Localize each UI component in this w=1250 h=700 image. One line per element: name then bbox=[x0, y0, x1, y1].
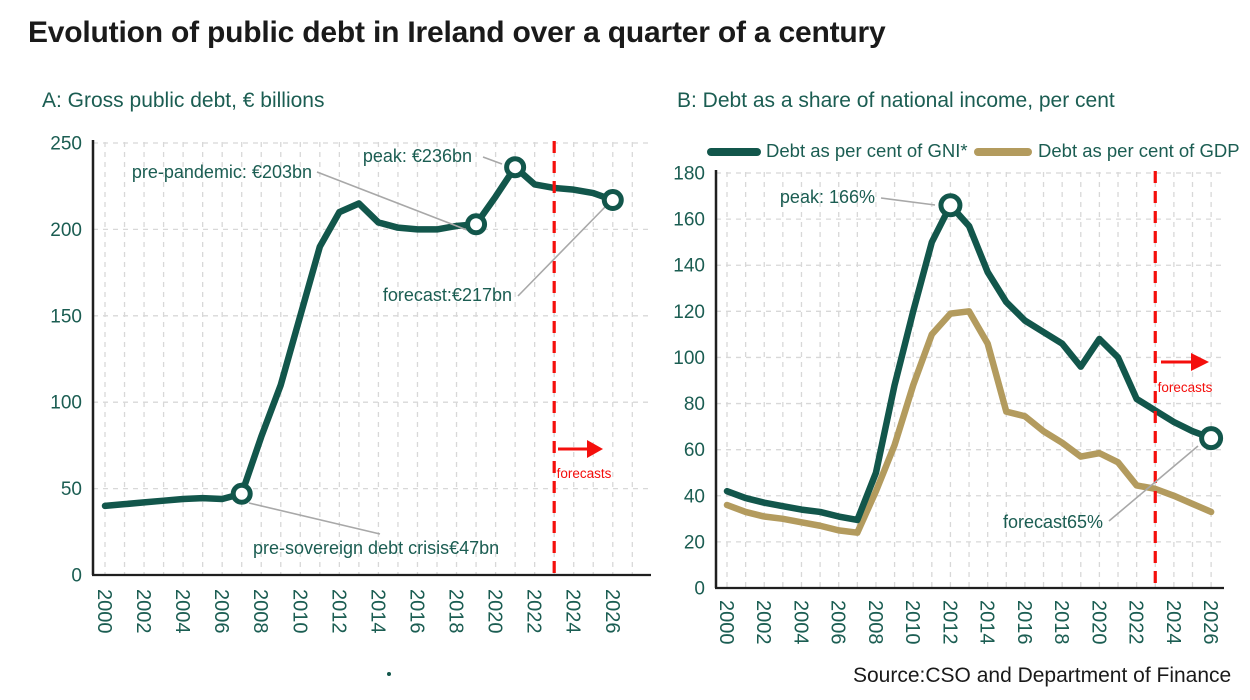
annotation-leader-line bbox=[482, 156, 503, 165]
annotation-text: peak: €236bn bbox=[363, 146, 472, 166]
x-tick-label: 2012 bbox=[327, 589, 349, 634]
y-tick-label: 100 bbox=[50, 393, 82, 414]
annotation-text: forecast65% bbox=[1003, 512, 1103, 532]
data-point-marker bbox=[504, 156, 527, 179]
y-tick-label: 160 bbox=[673, 210, 705, 231]
y-tick-label: 20 bbox=[684, 532, 705, 553]
annotation-text: pre-sovereign debt crisis€47bn bbox=[253, 538, 499, 558]
annotation-text: pre-pandemic: €203bn bbox=[132, 162, 312, 182]
annotation-text: peak: 166% bbox=[780, 187, 875, 207]
x-tick-label: 2020 bbox=[484, 589, 506, 634]
legend-label-gdp: Debt as per cent of GDP bbox=[1038, 140, 1240, 161]
annotation-leader-line bbox=[517, 205, 607, 297]
x-tick-label: 2026 bbox=[601, 589, 623, 634]
x-tick-label: 2006 bbox=[827, 600, 849, 645]
panel-a-title: A: Gross public debt, € billions bbox=[42, 89, 325, 112]
x-tick-label: 2024 bbox=[1162, 600, 1184, 645]
forecast-arrow-label: forecasts bbox=[1158, 380, 1213, 395]
y-tick-label: 60 bbox=[684, 440, 705, 461]
y-tick-label: 140 bbox=[673, 256, 705, 277]
x-tick-label: 2014 bbox=[366, 589, 388, 634]
x-tick-label: 2016 bbox=[405, 589, 427, 634]
forecast-arrow-head-icon bbox=[1191, 353, 1209, 371]
x-tick-label: 2006 bbox=[210, 589, 232, 634]
annotation-leader-line bbox=[248, 502, 381, 535]
legend-swatch-gni-icon bbox=[707, 148, 761, 156]
y-tick-label: 80 bbox=[684, 394, 705, 415]
forecast-arrow-head-icon bbox=[587, 440, 603, 458]
y-tick-label: 0 bbox=[694, 579, 705, 600]
x-tick-label: 2014 bbox=[976, 600, 998, 644]
source-note: Source:CSO and Department of Finance bbox=[853, 664, 1232, 687]
x-tick-label: 2022 bbox=[1125, 600, 1147, 645]
x-tick-label: 2022 bbox=[523, 589, 545, 634]
x-tick-label: 2002 bbox=[752, 600, 774, 645]
series-line-debt-as-per-cent-of-gni- bbox=[723, 202, 1215, 524]
series-line-debt-as-per-cent-of-gdp bbox=[723, 308, 1215, 536]
data-point-marker bbox=[465, 213, 488, 236]
data-point-marker bbox=[938, 193, 963, 218]
y-tick-label: 180 bbox=[673, 164, 705, 185]
x-tick-label: 2012 bbox=[938, 600, 960, 645]
x-tick-label: 2016 bbox=[1013, 600, 1035, 644]
y-tick-label: 40 bbox=[684, 486, 705, 507]
panel-b: forecasts peak: 166% forecast65% 0 20 40 60 80 1… bbox=[673, 164, 1224, 645]
y-tick-label: 120 bbox=[673, 302, 705, 323]
y-tick-label: 200 bbox=[50, 220, 82, 241]
y-tick-label: 100 bbox=[673, 348, 705, 369]
legend-swatch-gdp-icon bbox=[974, 148, 1032, 156]
data-point-marker bbox=[601, 189, 624, 212]
x-tick-label: 2018 bbox=[1050, 600, 1072, 645]
x-tick-label: 2026 bbox=[1199, 600, 1221, 645]
forecast-arrow-label: forecasts bbox=[557, 466, 612, 481]
x-tick-label: 2000 bbox=[93, 589, 115, 634]
y-tick-label: 150 bbox=[50, 306, 82, 327]
y-tick-label: 0 bbox=[71, 566, 82, 587]
x-tick-label: 2008 bbox=[864, 600, 886, 645]
x-tick-label: 2004 bbox=[171, 589, 193, 634]
annotation-leader-line bbox=[1108, 445, 1199, 522]
x-tick-label: 2024 bbox=[562, 589, 584, 634]
x-tick-label: 2010 bbox=[901, 600, 923, 645]
y-tick-label: 250 bbox=[50, 134, 82, 155]
series-line-gross-public-debt bbox=[101, 163, 617, 510]
legend-label-gni: Debt as per cent of GNI* bbox=[766, 140, 968, 161]
panel-a: forecasts pre-pandemic: €203bn peak: €236b… bbox=[50, 134, 651, 634]
panel-b-title: B: Debt as a share of national income, p… bbox=[677, 89, 1115, 112]
data-point-marker bbox=[230, 482, 253, 505]
x-tick-label: 2002 bbox=[132, 589, 154, 634]
x-tick-label: 2020 bbox=[1087, 600, 1109, 645]
figure-title: Evolution of public debt in Ireland over… bbox=[28, 16, 886, 49]
x-tick-label: 2004 bbox=[789, 600, 811, 645]
x-tick-label: 2018 bbox=[445, 589, 467, 634]
x-tick-label: 2000 bbox=[715, 600, 737, 645]
annotation-text: forecast:€217bn bbox=[383, 285, 512, 305]
y-tick-label: 50 bbox=[61, 479, 82, 500]
x-tick-label: 2008 bbox=[249, 589, 271, 634]
annotation-leader-line bbox=[880, 197, 936, 206]
x-tick-label: 2010 bbox=[288, 589, 310, 634]
stray-dot bbox=[387, 672, 391, 676]
annotation-leader-line bbox=[316, 171, 468, 231]
data-point-marker bbox=[1199, 426, 1224, 451]
